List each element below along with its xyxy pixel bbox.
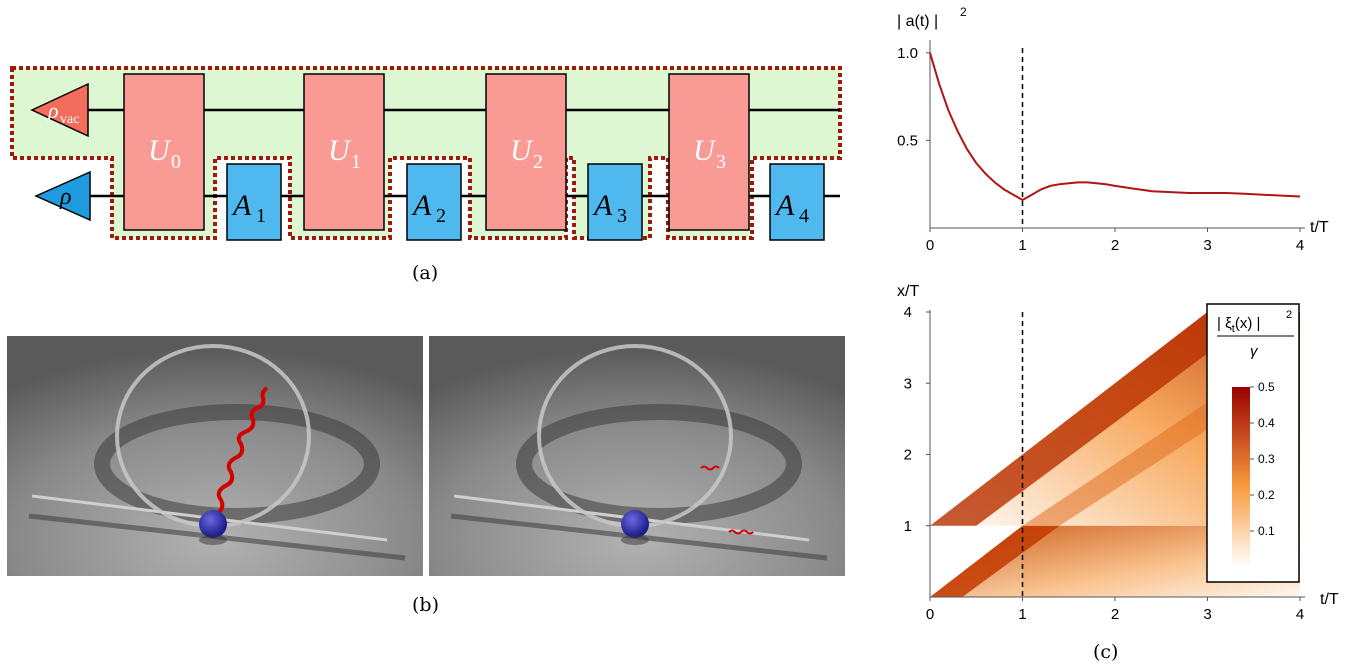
caption-a: (a) — [412, 262, 439, 284]
svg-text:0: 0 — [171, 151, 181, 173]
y-tick-label: 3 — [904, 375, 912, 392]
caption-b: (b) — [412, 594, 439, 616]
y-tick-label: 4 — [904, 304, 912, 321]
ancilla-a2: A 2 — [406, 163, 462, 241]
top-xlabel: t/T — [1310, 219, 1329, 236]
environment-region-border — [10, 66, 842, 240]
x-tick-label: 2 — [1111, 237, 1119, 254]
y-tick-label: 1.0 — [897, 45, 918, 62]
x-tick-label: 3 — [1203, 237, 1211, 254]
top-ylabel-sup: 2 — [960, 5, 967, 19]
y-tick-label: 2 — [904, 447, 912, 464]
svg-text:A: A — [411, 189, 432, 222]
heat-edge-upper — [930, 312, 1263, 526]
vac-state-sub: vac — [60, 112, 79, 127]
photon-wave — [215, 386, 269, 516]
x-tick-label: 1 — [1018, 237, 1026, 254]
unitary-u2: U 2 — [485, 73, 567, 231]
system-state-label: ρ — [59, 184, 72, 210]
colorbar-legend: | ξt(x) | 2 γ 0.5 0.4 0.3 0.2 0.1 — [1206, 303, 1300, 583]
bottom-ylabel: x/T — [897, 283, 919, 300]
photon-in-ring — [700, 465, 720, 471]
x-tick-label: 2 — [1111, 606, 1119, 620]
legend-denominator: γ — [1250, 343, 1259, 360]
x-tick-label: 0 — [926, 237, 934, 254]
render-waveguide — [429, 336, 845, 576]
colorbar-tick-label: 0.5 — [1258, 380, 1275, 394]
colorbar-tick-label: 0.2 — [1258, 488, 1275, 502]
caption-c: (c) — [1093, 641, 1119, 663]
svg-text:4: 4 — [799, 205, 809, 227]
colorbar-tick-label: 0.1 — [1258, 524, 1275, 538]
svg-text:U: U — [510, 134, 534, 167]
heatmap-chart: 0 1 2 3 4 1 2 3 4 x/T t/T | ξt(x) | 2 γ 0.5 0.4 0… — [897, 283, 1339, 623]
svg-text:U: U — [148, 134, 172, 167]
svg-text:2: 2 — [436, 205, 446, 227]
system-state-triangle — [34, 170, 91, 222]
photon-in-guide — [728, 529, 754, 535]
colorbar — [1232, 387, 1250, 567]
x-tick-label: 3 — [1203, 606, 1211, 620]
ancilla-a3: A 3 — [587, 163, 643, 241]
svg-text:1: 1 — [256, 205, 266, 227]
svg-text:3: 3 — [716, 151, 726, 173]
svg-text:A: A — [774, 189, 795, 222]
x-tick-label: 0 — [926, 606, 934, 620]
render-emission — [7, 336, 423, 576]
amplitude-chart: 0 1 2 3 4 0.5 1.0 | a(t) | 2 t/T — [897, 5, 1329, 254]
vac-state-label: ρ — [47, 98, 59, 123]
ring-shadow — [94, 404, 380, 524]
panel-c-bottom-chart: 0 1 2 3 4 1 2 3 4 x/T t/T | ξt(x) | 2 γ 0.5 0.4 0… — [880, 260, 1350, 623]
x-tick-label: 1 — [1018, 606, 1026, 620]
unitary-u0: U 0 — [123, 73, 205, 231]
x-tick-label: 4 — [1296, 237, 1304, 254]
legend-title: | ξt(x) | — [1217, 315, 1260, 335]
svg-text:U: U — [328, 134, 352, 167]
top-ylabel: | a(t) | — [897, 13, 938, 30]
renders-svg — [7, 336, 845, 576]
svg-text:A: A — [592, 189, 613, 222]
bottom-xlabel: t/T — [1320, 591, 1339, 608]
svg-text:A: A — [231, 189, 252, 222]
ancilla-a4: A 4 — [769, 163, 825, 241]
unitary-u1: U 1 — [303, 73, 385, 231]
circuit-diagram: ρ vac ρ U 0 U 1 U 2 U 3 A 1 — [10, 66, 842, 241]
svg-text:3: 3 — [617, 205, 627, 227]
y-tick-label: 1 — [904, 518, 912, 535]
heat-edge-lower — [930, 525, 1060, 597]
colorbar-tick-label: 0.3 — [1258, 452, 1275, 466]
svg-text:1: 1 — [351, 151, 361, 173]
amplitude-curve — [929, 52, 1301, 202]
atom-icon — [199, 510, 227, 538]
y-tick-label: 0.5 — [897, 132, 918, 149]
legend-title-sup: 2 — [1286, 309, 1292, 321]
panel-c-top-chart: 0 1 2 3 4 0.5 1.0 | a(t) | 2 t/T — [880, 0, 1350, 290]
x-tick-label: 4 — [1296, 606, 1304, 620]
unitary-u3: U 3 — [668, 73, 750, 231]
colorbar-tick-label: 0.4 — [1258, 416, 1275, 430]
vac-state-triangle — [30, 82, 89, 138]
ancilla-a1: A 1 — [226, 163, 282, 241]
panel-a-circuit: ρ vac ρ U 0 U 1 U 2 U 3 A 1 — [0, 50, 850, 250]
svg-text:U: U — [693, 134, 717, 167]
panel-b-renders — [7, 336, 845, 576]
svg-text:2: 2 — [533, 151, 543, 173]
